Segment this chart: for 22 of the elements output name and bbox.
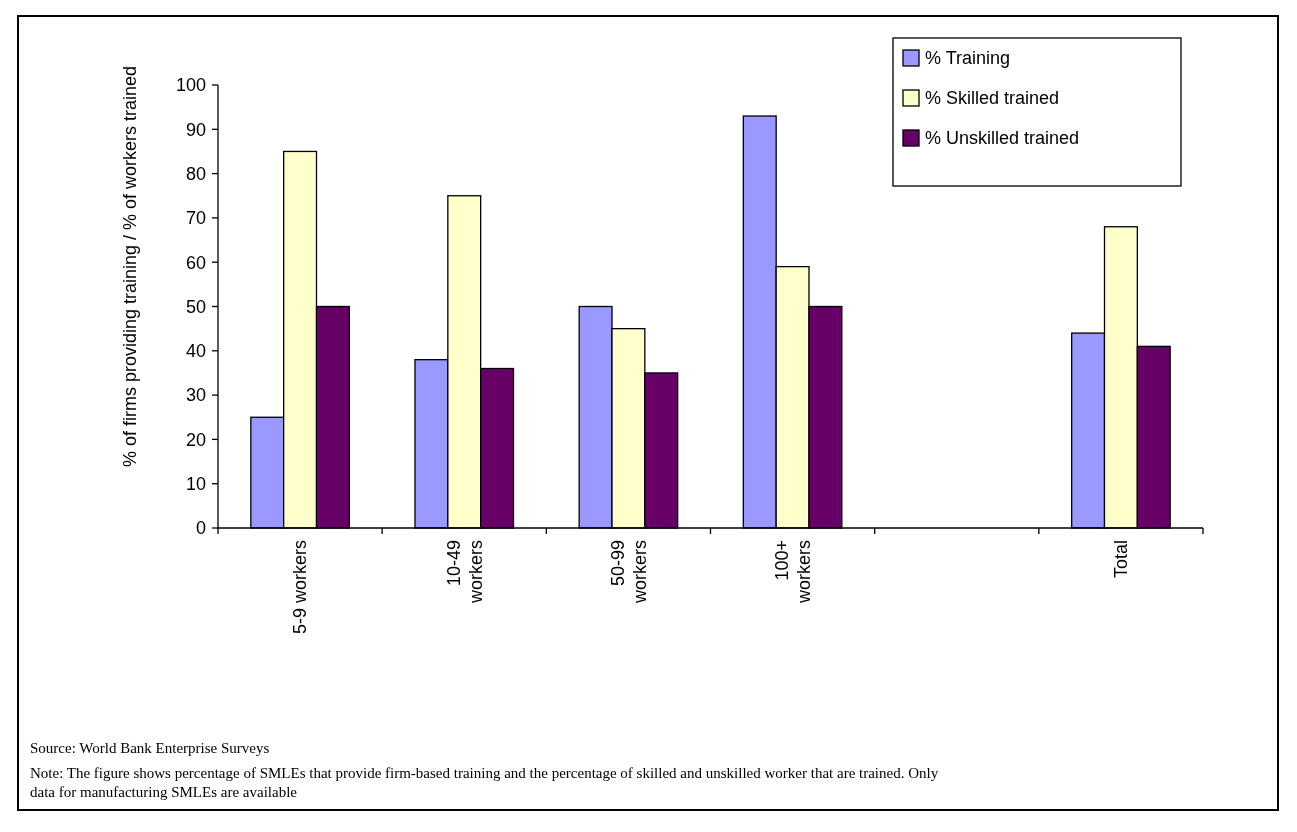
legend-label: % Training bbox=[925, 48, 1011, 69]
legend-label: % Unskilled trained bbox=[925, 128, 1080, 149]
y-tick-label: 0 bbox=[195, 518, 206, 539]
y-tick-label: 70 bbox=[185, 208, 206, 229]
x-tick-label: 50-99 workers bbox=[607, 540, 650, 605]
text: Note: The figure shows percentage of SMLEs that provide firm-based training and the percentage of skilled and unskilled worker that are trained. Only data for manufacturing SMLEs are available bbox=[30, 765, 939, 800]
y-tick-label: 60 bbox=[185, 252, 206, 273]
y-tick-label: 50 bbox=[185, 296, 206, 317]
y-tick-label: 30 bbox=[185, 385, 206, 406]
legend-label: % Skilled trained bbox=[925, 88, 1060, 109]
source-note: Source: World Bank Enterprise Surveys bbox=[30, 740, 270, 756]
y-tick-label: 100 bbox=[175, 75, 206, 96]
y-tick-label: 20 bbox=[185, 429, 206, 450]
x-tick-label: 100+ workers bbox=[771, 540, 814, 605]
y-tick-label: 90 bbox=[185, 119, 206, 140]
y-tick-label: 80 bbox=[185, 163, 206, 184]
y-tick-label: 10 bbox=[185, 474, 206, 494]
y-tick-label: 40 bbox=[185, 341, 206, 362]
y-axis-title: % of firms providing training / % of workers trained bbox=[120, 65, 140, 468]
x-tick-label: 10-49 workers bbox=[443, 540, 486, 605]
x-tick-label: Total bbox=[1111, 540, 1132, 579]
x-tick-label: 5-9 workers bbox=[290, 540, 311, 635]
